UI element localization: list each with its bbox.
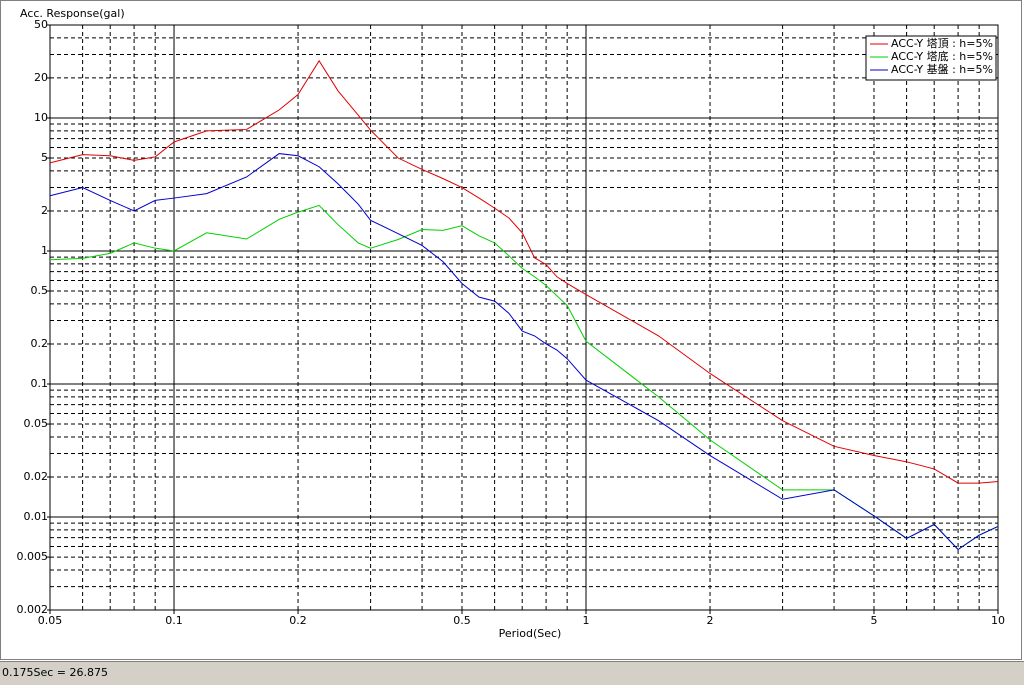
series-line — [49, 59, 999, 484]
x-tick-label: 5 — [870, 614, 877, 627]
y-tick-label: 0.1 — [31, 377, 49, 390]
legend-label: ACC-Y 基盤 : h=5% — [891, 63, 993, 76]
chart: Acc. Response(gal) Period(Sec) 0.05 0.1 0.… — [0, 0, 1022, 660]
x-tick-label: 10 — [991, 614, 1005, 627]
legend-box — [865, 35, 997, 81]
y-tick-label: 5 — [41, 151, 48, 164]
y-tick-label: 0.01 — [24, 510, 49, 523]
x-tick-label: 0.1 — [165, 614, 183, 627]
y-axis-title: Acc. Response(gal) — [20, 7, 125, 20]
y-tick-label: 0.2 — [31, 337, 49, 350]
x-tick-label: 0.2 — [289, 614, 307, 627]
x-tick-label: 0.5 — [453, 614, 471, 627]
x-tick-label: 1 — [583, 614, 590, 627]
y-tick-label: 0.5 — [31, 284, 49, 297]
y-tick-label: 1 — [41, 244, 48, 257]
plot-border — [49, 24, 999, 611]
frame — [0, 0, 1022, 660]
y-tick-label: 0.002 — [17, 603, 49, 616]
status-bar: 0.175Sec = 26.875 — [0, 661, 1024, 685]
legend-label: ACC-Y 塔底 : h=5% — [891, 49, 993, 63]
x-tick-label: 0.05 — [38, 614, 63, 627]
x-axis-title: Period(Sec) — [499, 627, 562, 640]
legend-label: ACC-Y 塔頂 : h=5% — [891, 37, 993, 50]
y-tick-label: 50 — [34, 18, 48, 31]
y-tick-label: 20 — [34, 71, 48, 84]
legend: ACC-Y 塔頂 : h=5%ACC-Y 塔底 : h=5%ACC-Y 基盤 :… — [865, 35, 997, 81]
y-tick-label: 0.05 — [24, 417, 49, 430]
y-tick-label: 0.005 — [17, 550, 49, 563]
y-tick-label: 0.02 — [24, 470, 49, 483]
series-line — [49, 153, 999, 551]
x-tick-label: 2 — [707, 614, 714, 627]
y-tick-label: 2 — [41, 204, 48, 217]
y-tick-label: 10 — [34, 111, 48, 124]
